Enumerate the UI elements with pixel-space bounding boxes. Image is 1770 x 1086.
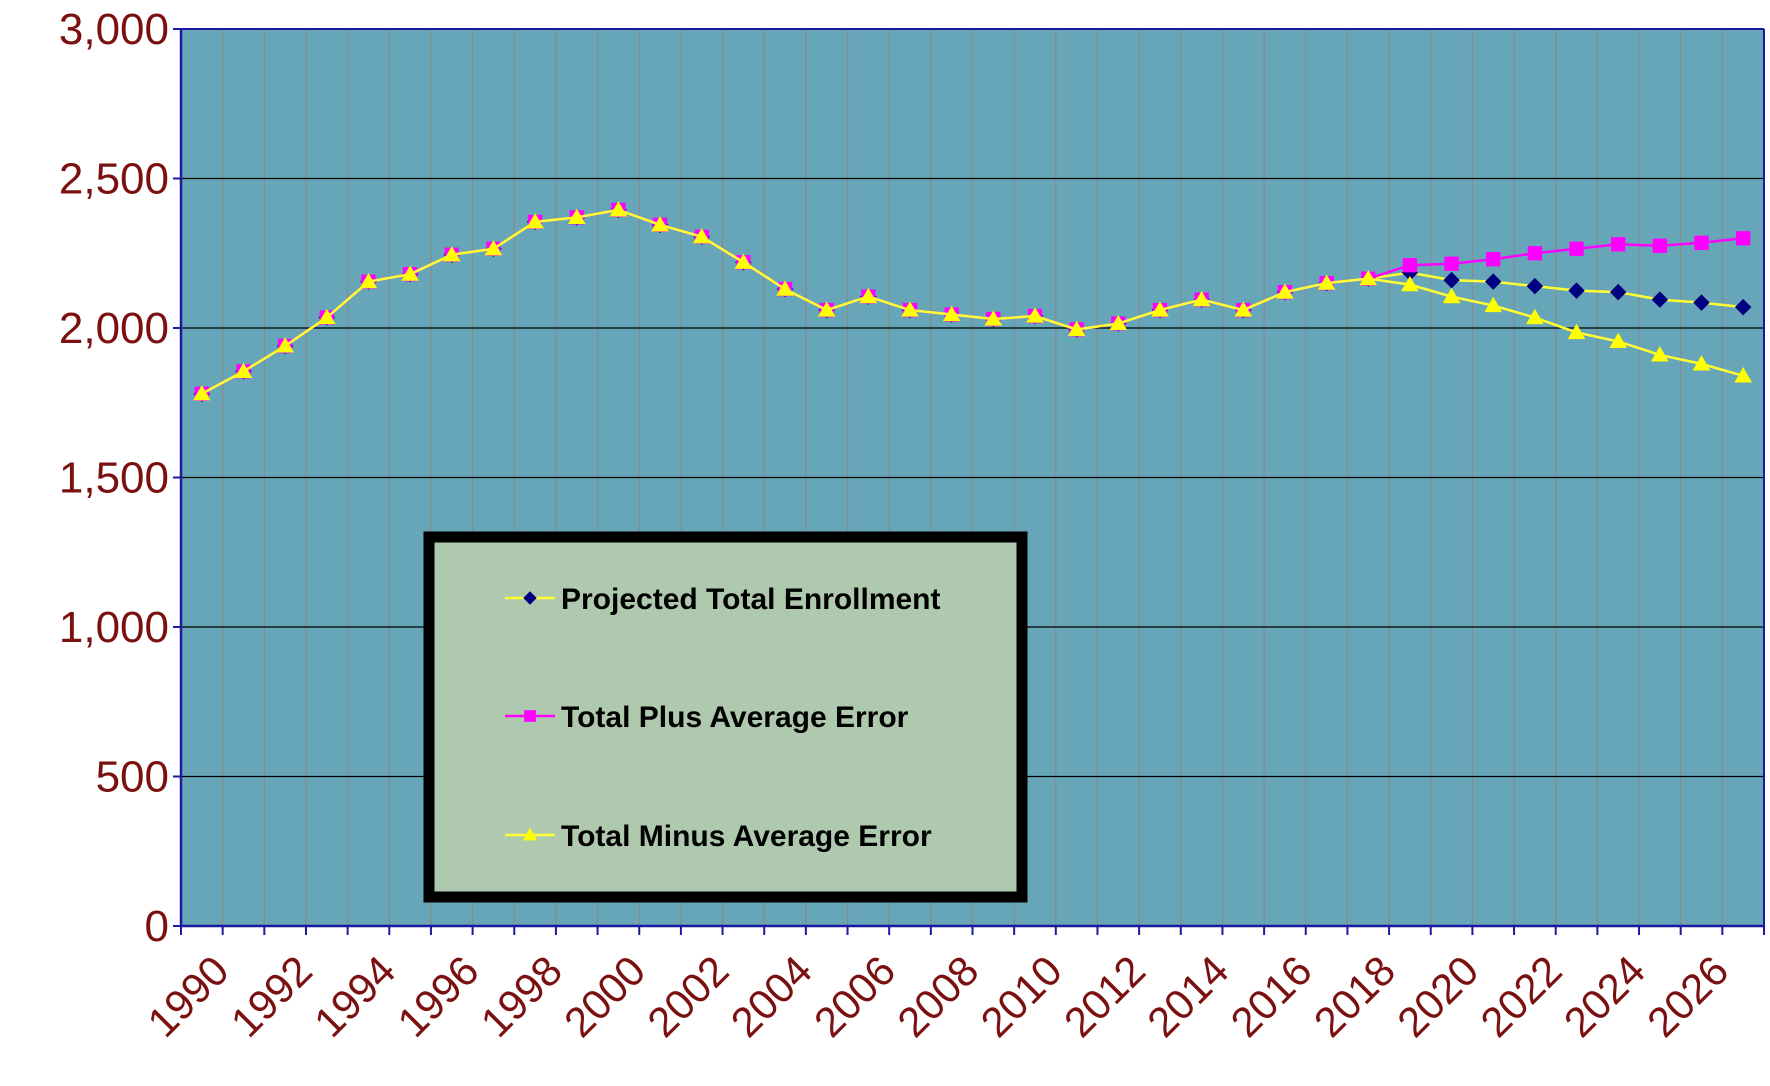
- x-tick-label: 1996: [388, 947, 487, 1046]
- point: [1611, 237, 1626, 252]
- point: [1526, 277, 1544, 295]
- point: [1734, 298, 1752, 316]
- x-tick-label: 2000: [555, 947, 654, 1046]
- x-tick-label: 2006: [805, 947, 904, 1046]
- x-tick-label: 2004: [722, 947, 821, 1046]
- point: [1401, 275, 1419, 292]
- point: [1067, 320, 1086, 337]
- x-tick-label: 2008: [888, 947, 987, 1046]
- series-line: [201, 208, 1744, 395]
- x-tick-label: 2002: [638, 947, 737, 1046]
- point: [522, 827, 538, 841]
- y-tick-label: 2,500: [59, 155, 169, 204]
- point: [1026, 307, 1044, 323]
- point: [1567, 323, 1586, 340]
- series-lines: [193, 201, 1752, 403]
- point: [1486, 252, 1501, 267]
- point: [1359, 269, 1378, 286]
- point: [1527, 246, 1543, 261]
- y-tick-label: 0: [145, 902, 169, 951]
- point: [1317, 274, 1336, 290]
- point: [1402, 258, 1418, 273]
- point: [1151, 301, 1169, 317]
- point: [1692, 355, 1711, 371]
- x-tick-label: 1992: [222, 947, 321, 1046]
- point: [1693, 294, 1710, 311]
- point: [1734, 367, 1752, 383]
- legend-label: Total Minus Average Error: [561, 820, 932, 853]
- point: [1234, 301, 1253, 317]
- axes: [173, 28, 1765, 935]
- point: [859, 287, 878, 304]
- point: [817, 301, 836, 317]
- point: [359, 272, 378, 289]
- point: [1652, 238, 1668, 253]
- x-tick-label: 1994: [305, 947, 404, 1046]
- point: [651, 216, 669, 232]
- point: [1568, 282, 1585, 299]
- x-tick-label: 2026: [1638, 947, 1737, 1046]
- point: [1442, 287, 1461, 304]
- point: [901, 301, 919, 317]
- point: [523, 591, 537, 605]
- y-tick-label: 3,000: [59, 5, 169, 54]
- point: [1694, 235, 1709, 250]
- x-tick-label: 2022: [1471, 947, 1570, 1046]
- point: [318, 308, 336, 325]
- legend: Projected Total Enrollment Total Plus Ave…: [423, 531, 1028, 903]
- point: [984, 310, 1003, 326]
- series: [193, 201, 1752, 401]
- y-tick-label: 2,000: [59, 304, 169, 353]
- y-tick-label: 1,500: [59, 454, 169, 503]
- point: [1276, 283, 1294, 299]
- point: [524, 710, 536, 722]
- point: [1109, 314, 1128, 331]
- x-tick-label: 2016: [1221, 947, 1320, 1046]
- point: [1569, 241, 1584, 256]
- x-tick-label: 1998: [472, 947, 571, 1046]
- point: [1526, 308, 1544, 325]
- point: [567, 208, 586, 224]
- point: [942, 305, 961, 322]
- y-tick-label: 500: [96, 753, 169, 802]
- point: [1484, 296, 1503, 313]
- legend-label: Total Plus Average Error: [561, 701, 909, 734]
- tick-labels: 05001,0001,5002,0002,5003,00019901992199…: [59, 5, 1737, 1046]
- point: [692, 228, 711, 244]
- x-tick-label: 2014: [1138, 947, 1237, 1046]
- y-tick-label: 1,000: [59, 603, 169, 652]
- point: [276, 337, 294, 353]
- point: [734, 253, 753, 269]
- point: [193, 384, 211, 401]
- point: [526, 213, 544, 229]
- x-tick-label: 2024: [1555, 947, 1654, 1046]
- point: [1609, 283, 1627, 301]
- point: [1609, 332, 1627, 349]
- point: [1651, 346, 1669, 362]
- point: [1651, 291, 1669, 308]
- x-tick-label: 2010: [972, 947, 1071, 1046]
- point: [609, 201, 628, 217]
- point: [401, 265, 419, 281]
- point: [1192, 290, 1211, 307]
- x-tick-label: 2012: [1055, 947, 1154, 1046]
- point: [484, 239, 503, 256]
- point: [1443, 271, 1460, 289]
- x-tick-label: 2020: [1388, 947, 1487, 1046]
- point: [442, 245, 461, 262]
- point: [776, 280, 794, 296]
- point: [1484, 273, 1502, 290]
- x-tick-label: 1990: [138, 947, 237, 1046]
- x-tick-label: 2018: [1305, 947, 1404, 1046]
- point: [1736, 231, 1751, 246]
- point: [234, 362, 253, 378]
- point: [1444, 256, 1459, 271]
- legend-label: Projected Total Enrollment: [561, 583, 941, 616]
